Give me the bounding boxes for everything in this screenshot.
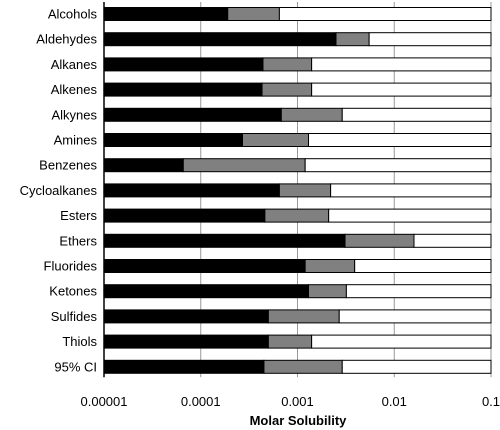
category-label: Alkynes xyxy=(51,107,97,122)
bar-segment xyxy=(241,133,310,147)
x-tick-label: 0.0001 xyxy=(181,394,221,409)
bar-segment xyxy=(308,284,347,299)
bar-segment xyxy=(103,7,229,21)
bar-segment xyxy=(278,7,492,21)
bar-segment xyxy=(304,259,356,273)
bar-segment xyxy=(344,233,415,248)
category-label: Thiols xyxy=(62,334,97,349)
x-tick-label: 0.001 xyxy=(281,394,314,409)
bar-segment xyxy=(267,309,340,324)
bar-segment xyxy=(103,233,346,248)
bar-segment xyxy=(304,158,492,173)
bar-segment xyxy=(368,32,492,47)
bar-segment xyxy=(264,208,330,223)
bar-segment xyxy=(103,259,306,273)
bar-segment xyxy=(263,359,343,374)
bar-segment xyxy=(413,233,492,248)
category-label: Benzenes xyxy=(39,158,97,173)
x-tick-label: 0.1 xyxy=(482,394,500,409)
bar-segment xyxy=(311,82,492,97)
category-labels: Alcohols Aldehydes Alkanes Alkenes Alkynes Am… xyxy=(20,7,98,375)
bar-segment xyxy=(103,284,310,299)
bar-segment xyxy=(103,107,282,122)
bar-segment xyxy=(280,107,343,122)
bar-segment xyxy=(262,57,313,72)
category-label: Ketones xyxy=(49,284,97,299)
bar-segment xyxy=(311,334,492,349)
bar-segment xyxy=(103,133,243,147)
bars xyxy=(103,7,492,374)
category-label: 95% CI xyxy=(54,359,97,374)
category-label: Ethers xyxy=(59,233,97,248)
bar-segment xyxy=(103,158,184,173)
bar-segment xyxy=(308,133,492,147)
category-label: Sulfides xyxy=(51,309,98,324)
bar-segment xyxy=(267,334,313,349)
bar-segment xyxy=(103,359,265,374)
x-tick-label: 0.00001 xyxy=(81,394,128,409)
category-label: Amines xyxy=(54,133,98,148)
bar-segment xyxy=(341,359,492,374)
category-label: Alkanes xyxy=(51,57,98,72)
bar-segment xyxy=(330,183,492,198)
bar-segment xyxy=(311,57,492,72)
category-label: Fluorides xyxy=(44,259,98,274)
bar-segment xyxy=(335,32,370,47)
category-label: Cycloalkanes xyxy=(20,183,98,198)
category-label: Alkenes xyxy=(51,82,98,97)
bar-segment xyxy=(227,7,280,21)
bar-segment xyxy=(261,82,313,97)
category-label: Aldehydes xyxy=(36,32,97,47)
x-axis-title: Molar Solubility xyxy=(250,413,348,428)
bar-segment xyxy=(103,57,264,72)
bar-segment xyxy=(328,208,492,223)
x-tick-label: 0.01 xyxy=(382,394,407,409)
bar-segment xyxy=(103,183,280,198)
bar-segment xyxy=(103,82,263,97)
x-tick-labels: 0.00001 0.0001 0.001 0.01 0.1 xyxy=(81,394,500,409)
category-label: Alcohols xyxy=(48,7,98,22)
bar-segment xyxy=(103,32,337,47)
bar-segment xyxy=(345,284,492,299)
bar-segment xyxy=(103,309,269,324)
bar-segment xyxy=(182,158,306,173)
bar-segment xyxy=(354,259,492,273)
bar-segment xyxy=(103,208,266,223)
bar-segment xyxy=(341,107,492,122)
bar-segment xyxy=(278,183,332,198)
bar-segment xyxy=(103,334,269,349)
category-label: Esters xyxy=(60,208,97,223)
bar-segment xyxy=(338,309,492,324)
